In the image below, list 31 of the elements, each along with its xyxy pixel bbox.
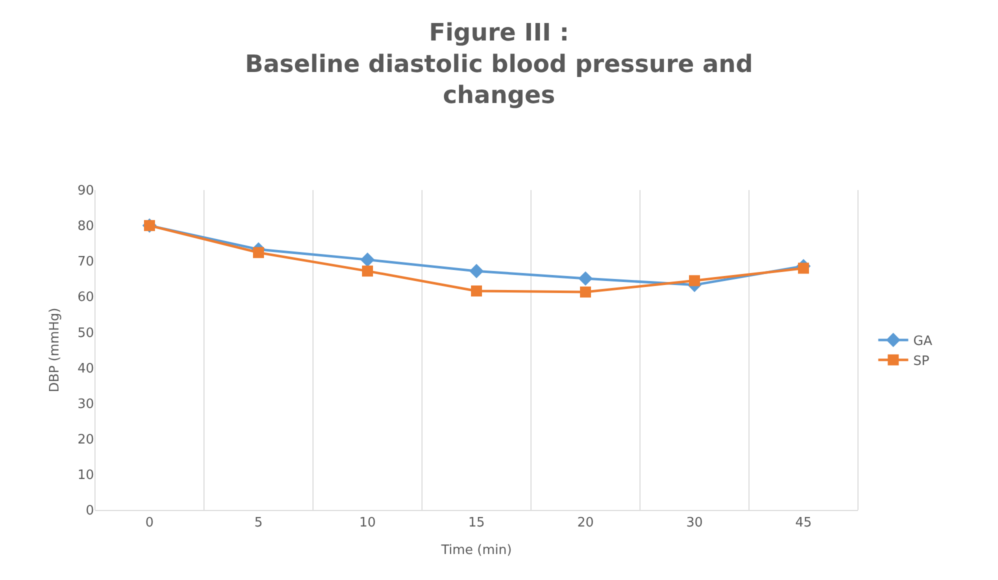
x-tick-label: 10 xyxy=(359,516,376,531)
x-axis-title: Time (min) xyxy=(440,543,512,558)
x-tick-label: 0 xyxy=(145,516,154,531)
x-tick-label: 15 xyxy=(468,516,485,531)
point xyxy=(580,286,591,298)
point xyxy=(471,285,482,296)
y-tick-label: 70 xyxy=(77,254,94,270)
x-tick-label: 30 xyxy=(686,516,703,531)
y-tick-label: 0 xyxy=(86,504,94,519)
point xyxy=(360,252,375,267)
point xyxy=(362,266,373,277)
y-tick-label: 90 xyxy=(77,184,94,199)
y-axis-title: DBP (mmHg) xyxy=(47,308,62,392)
y-tick-label: 30 xyxy=(77,396,94,412)
x-tick-label: 5 xyxy=(254,516,263,531)
y-tick-label: 60 xyxy=(77,290,94,306)
chart-title: Figure III : Baseline diastolic blood pressure and changes xyxy=(245,18,753,109)
y-tick-label: 50 xyxy=(77,326,94,341)
y-tick-label: 40 xyxy=(77,361,94,376)
y-tick-label: 10 xyxy=(77,468,94,483)
x-tick-label: 45 xyxy=(795,516,812,531)
point xyxy=(798,262,809,274)
point xyxy=(253,247,264,258)
x-tick-label: 20 xyxy=(577,516,594,531)
y-tick-label: 20 xyxy=(77,432,94,448)
point xyxy=(469,264,484,278)
legend-label: GA xyxy=(913,334,932,350)
point xyxy=(578,271,593,286)
y-tick-label: 80 xyxy=(77,219,94,234)
point xyxy=(689,275,700,286)
legend-label: SP xyxy=(913,354,930,369)
